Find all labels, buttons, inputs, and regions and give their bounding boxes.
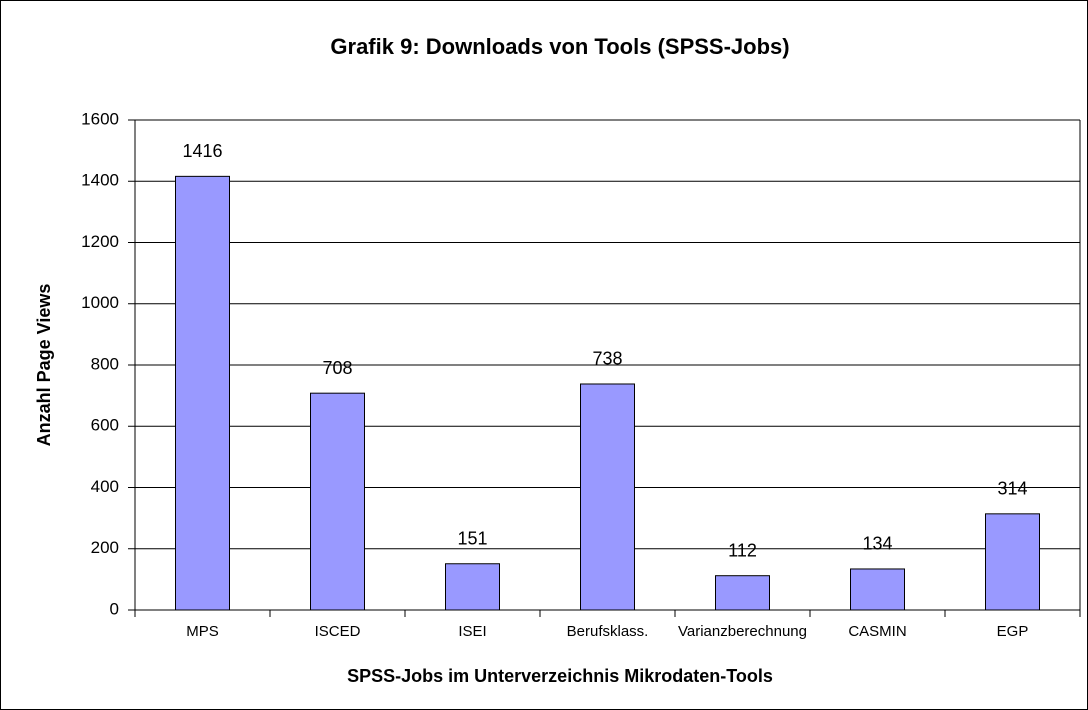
bar [580, 383, 635, 611]
y-tick-label: 1200 [81, 232, 119, 251]
x-tick-label: ISCED [315, 623, 361, 640]
x-tick-label: Berufsklass. [567, 623, 649, 640]
bar [310, 392, 365, 611]
y-tick-label: 400 [91, 477, 119, 496]
bar [445, 563, 500, 611]
chart-title: Grafik 9: Downloads von Tools (SPSS-Jobs… [330, 34, 789, 59]
y-tick-label: 0 [110, 599, 119, 618]
data-label: 134 [862, 534, 892, 554]
x-tick-label: ISEI [458, 623, 486, 640]
bar [850, 568, 905, 611]
bar [175, 175, 230, 611]
y-tick-label: 800 [91, 354, 119, 373]
x-axis-label: SPSS-Jobs im Unterverzeichnis Mikrodaten… [347, 666, 773, 686]
data-label: 314 [997, 479, 1027, 499]
y-axis-label: Anzahl Page Views [34, 284, 54, 447]
x-tick-label: MPS [186, 623, 219, 640]
y-tick-label: 1600 [81, 109, 119, 128]
y-tick-label: 200 [91, 538, 119, 557]
data-label: 112 [728, 540, 757, 560]
data-label: 738 [592, 349, 622, 369]
data-label: 151 [457, 529, 487, 549]
y-tick-label: 1400 [81, 171, 119, 190]
bar [715, 575, 770, 611]
x-tick-label: CASMIN [848, 623, 906, 640]
data-label: 708 [322, 358, 352, 378]
data-label: 1416 [182, 141, 222, 161]
y-tick-label: 600 [91, 416, 119, 435]
y-tick-label: 1000 [81, 293, 119, 312]
x-tick-label: Varianzberechnung [678, 623, 807, 640]
x-tick-label: EGP [997, 623, 1029, 640]
bar [985, 513, 1040, 611]
